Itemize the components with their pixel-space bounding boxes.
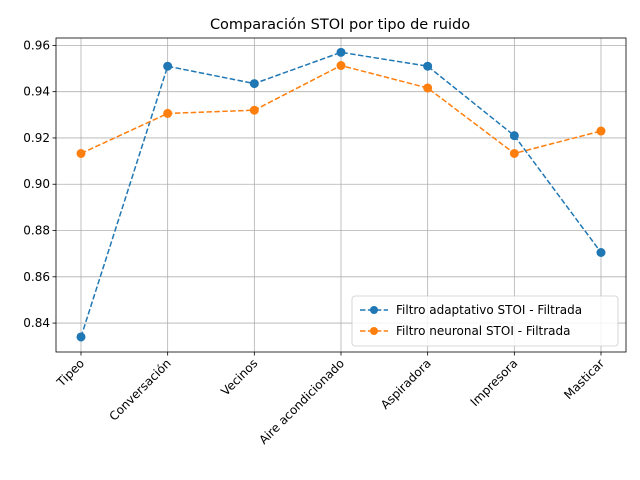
y-tick-label: 0.94	[23, 85, 50, 99]
y-axis-ticks: 0.84 0.86 0.88 0.90 0.92 0.94 0.96	[23, 38, 56, 330]
y-tick-label: 0.88	[23, 224, 50, 238]
data-point	[249, 105, 259, 115]
legend-item: Filtro neuronal STOI - Filtrada	[360, 324, 571, 338]
y-tick-label: 0.96	[23, 38, 50, 52]
data-point	[596, 248, 606, 258]
series-2	[76, 61, 606, 158]
data-point	[249, 79, 259, 89]
data-point	[423, 83, 433, 93]
x-tick-label: Masticar	[561, 356, 607, 402]
x-tick-label: Vecinos	[218, 356, 260, 398]
data-point	[336, 61, 346, 71]
x-tick-label: Impresora	[468, 356, 521, 409]
legend-marker	[370, 327, 378, 335]
legend-label: Filtro neuronal STOI - Filtrada	[396, 324, 571, 338]
data-point	[509, 148, 519, 158]
legend-box	[351, 295, 619, 347]
data-point	[163, 108, 173, 118]
data-point	[76, 332, 86, 342]
data-point	[336, 47, 346, 57]
series-layer	[76, 47, 606, 342]
x-tick-label: Conversación	[106, 356, 173, 423]
y-tick-label: 0.84	[23, 316, 50, 330]
legend-marker	[370, 306, 378, 314]
legend-item: Filtro adaptativo STOI - Filtrada	[360, 303, 582, 317]
legend: Filtro adaptativo STOI - Filtrada Filtro …	[351, 295, 619, 347]
data-point	[596, 126, 606, 136]
x-tick-label: Aspiradora	[378, 356, 434, 412]
y-tick-label: 0.86	[23, 270, 50, 284]
data-point	[76, 148, 86, 158]
y-tick-label: 0.90	[23, 177, 50, 191]
data-point	[509, 131, 519, 141]
series-1	[76, 47, 606, 342]
data-point	[163, 61, 173, 71]
legend-label: Filtro adaptativo STOI - Filtrada	[396, 303, 582, 317]
x-tick-label: Aire acondicionado	[256, 356, 347, 447]
x-tick-label: Tipeo	[53, 356, 87, 390]
data-point	[423, 61, 433, 71]
y-tick-label: 0.92	[23, 131, 50, 145]
chart-title: Comparación STOI por tipo de ruido	[210, 17, 470, 33]
